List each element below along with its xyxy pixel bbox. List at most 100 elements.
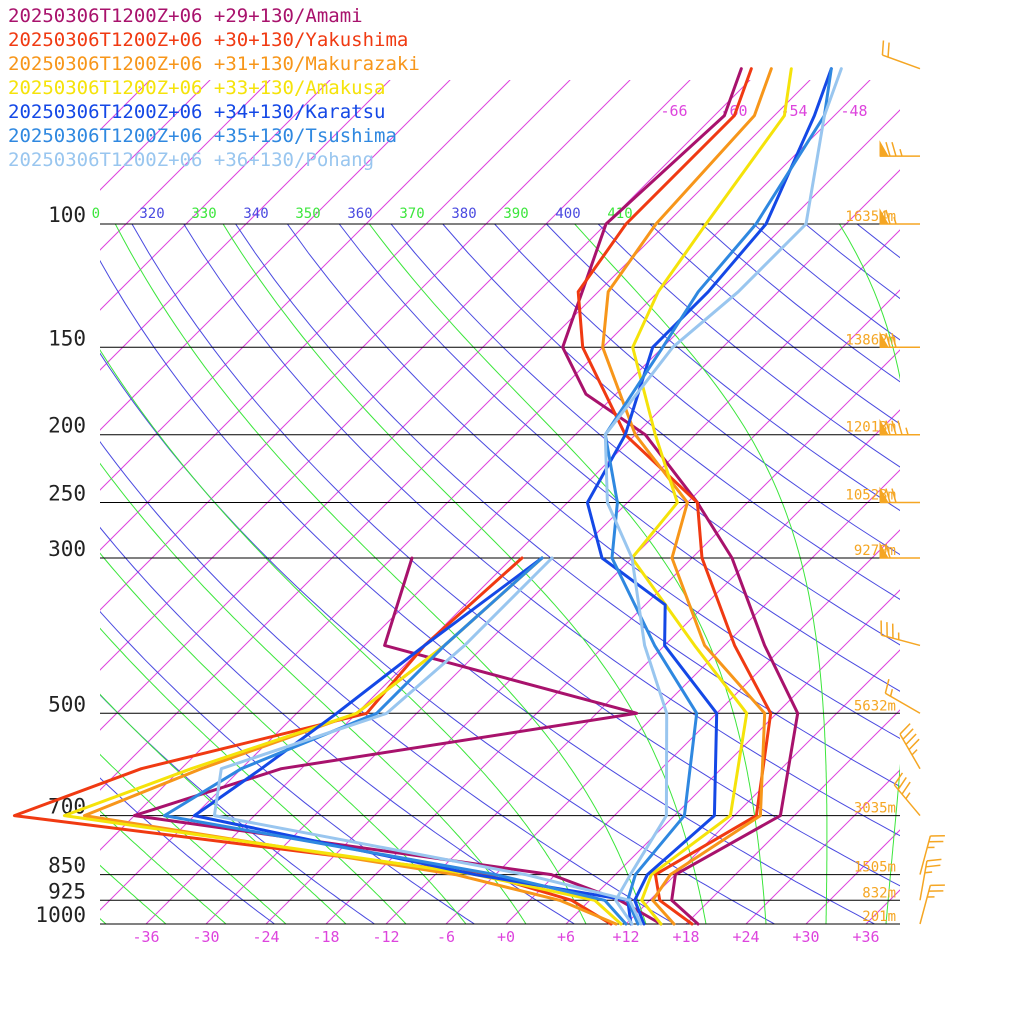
dry-adiabat-line	[416, 192, 1024, 939]
legend-entry: 20250306T1200Z+06 +33+130/Amakusa	[8, 77, 386, 99]
x-tick-label: +0	[497, 928, 515, 946]
x-tick-label: +6	[557, 928, 575, 946]
dry-adiabat-line	[517, 192, 1024, 939]
dry-adiabat-line	[266, 192, 1024, 939]
isotherm-line	[0, 69, 221, 924]
wind-barb-full	[898, 421, 902, 435]
isotherm-line	[0, 69, 41, 924]
isotherm-line	[0, 69, 581, 924]
x-tick-label: +24	[732, 928, 759, 946]
wind-barb	[881, 621, 920, 646]
x-tick-label: +12	[612, 928, 639, 946]
wind-barb-full	[927, 859, 941, 861]
dry-adiabat-line	[0, 192, 599, 939]
wind-barb	[882, 41, 920, 69]
pressure-label: 300	[48, 537, 86, 561]
top-isotherm-label: -48	[840, 102, 867, 120]
series-3-temperature-line	[632, 69, 791, 924]
height-label: 3035m	[854, 801, 896, 817]
series-6-temperature-line	[605, 69, 841, 924]
dry-adiabat-line	[618, 192, 1024, 939]
x-tick-label: +18	[672, 928, 699, 946]
theta-label: 0	[92, 206, 100, 222]
dry-adiabat-line	[869, 192, 1024, 939]
x-tick-label: -6	[437, 928, 455, 946]
wind-barb-full	[885, 679, 889, 693]
x-tick-label: -24	[252, 928, 279, 946]
isotherm-line	[386, 69, 1024, 924]
dry-adiabat-line	[316, 192, 1024, 939]
dry-adiabat-line	[718, 192, 1024, 939]
pressure-label: 100	[48, 203, 86, 227]
legend-entry: 20250306T1200Z+06 +30+130/Yakushima	[8, 29, 408, 51]
isotherm-line	[266, 69, 1024, 924]
wind-barb-half	[891, 689, 893, 696]
legend: 20250306T1200Z+06 +29+130/Amami20250306T…	[8, 5, 420, 171]
legend-entry: 20250306T1200Z+06 +36+130/Pohang	[8, 149, 374, 171]
pressure-label: 1000	[35, 903, 86, 927]
isotherm-line	[926, 69, 1024, 924]
moist-adiabat-line	[575, 224, 827, 924]
wind-barbs	[880, 41, 945, 924]
top-isotherm-labels: -66-60-54-48	[660, 102, 867, 120]
wind-barb	[920, 885, 945, 924]
wind-barb-full	[926, 865, 940, 867]
wind-barb	[920, 859, 941, 900]
legend-entry: 20250306T1200Z+06 +29+130/Amami	[8, 5, 363, 27]
legend-entry: 20250306T1200Z+06 +31+130/Makurazaki	[8, 53, 420, 75]
height-label: 5632m	[854, 698, 896, 714]
pressure-label: 200	[48, 414, 86, 438]
wind-barb-half	[925, 872, 932, 873]
dry-adiabat-line	[819, 192, 1024, 939]
x-axis-ticks: -36-30-24-18-12-6+0+6+12+18+24+30+36	[132, 928, 879, 946]
legend-entry: 20250306T1200Z+06 +34+130/Karatsu	[8, 101, 386, 123]
isotherm-line	[0, 69, 641, 924]
isotherm-line	[0, 69, 701, 924]
dry-adiabat-line	[969, 192, 1024, 939]
wind-barb-half	[906, 428, 908, 435]
x-tick-label: -12	[372, 928, 399, 946]
height-label: 201m	[862, 909, 896, 925]
theta-label: 370	[399, 206, 424, 222]
x-tick-label: -18	[312, 928, 339, 946]
wind-barb-half	[906, 793, 910, 799]
wind-barb-half	[912, 750, 917, 755]
series-3-dewpoint-line	[64, 558, 621, 924]
pressure-label: 150	[48, 326, 86, 350]
top-isotherm-label: -66	[660, 102, 687, 120]
series-2-dewpoint-line	[84, 558, 616, 924]
height-label: 1505m	[854, 860, 896, 876]
theta-label: 350	[295, 206, 320, 222]
isotherm-line	[806, 69, 1024, 924]
pressure-label: 850	[48, 854, 86, 878]
height-label: 832m	[862, 885, 896, 901]
theta-label: 360	[347, 206, 372, 222]
wind-barb-full	[892, 142, 896, 156]
series-4-temperature-line	[587, 69, 831, 924]
theta-label: 330	[191, 206, 216, 222]
dry-adiabat-line	[1020, 192, 1024, 939]
wind-barb-half	[900, 149, 902, 156]
wind-barb	[900, 724, 920, 769]
dry-adiabat-line	[919, 192, 1024, 939]
theta-label: 340	[243, 206, 268, 222]
x-tick-label: -36	[132, 928, 159, 946]
wind-barb	[920, 836, 945, 875]
theta-label: 400	[555, 206, 580, 222]
isotherm-line	[506, 69, 1024, 924]
dry-adiabat-line	[768, 192, 1024, 939]
wind-barb-full	[902, 782, 910, 794]
series-5-temperature-line	[605, 69, 831, 924]
pressure-label: 500	[48, 692, 86, 716]
wind-barb-full	[888, 43, 889, 58]
pressure-label: 250	[48, 482, 86, 506]
x-tick-label: -30	[192, 928, 219, 946]
x-tick-label: +36	[852, 928, 879, 946]
pressure-label: 925	[48, 879, 86, 903]
profile-lines	[14, 69, 841, 924]
legend-entry: 20250306T1200Z+06 +35+130/Tsushima	[8, 125, 397, 147]
isotherm-line	[0, 69, 281, 924]
